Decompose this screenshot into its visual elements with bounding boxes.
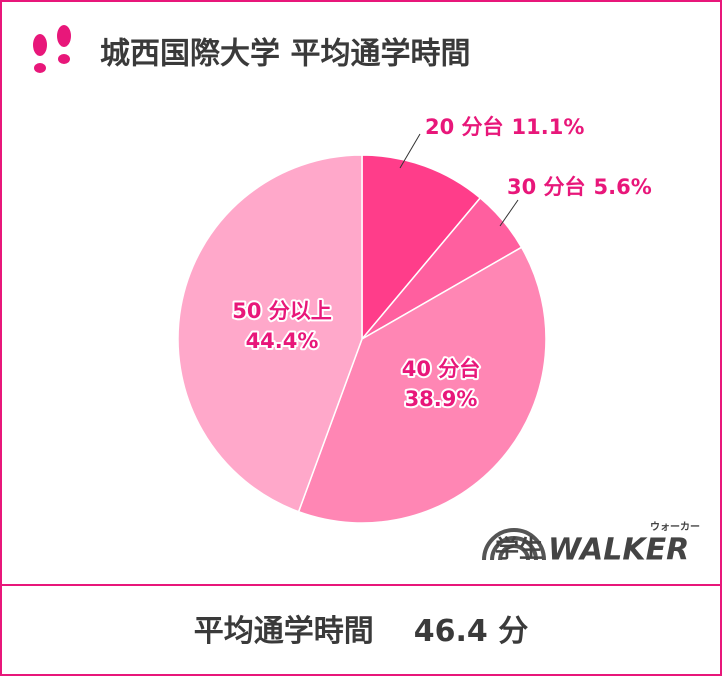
pie-slice <box>297 246 547 524</box>
pie-slice <box>177 154 363 513</box>
footsteps-icon <box>33 25 71 73</box>
category-label: 20 分台 <box>425 115 504 139</box>
value-label: 44.4% <box>246 329 319 353</box>
footer-value: 46.4 分 <box>414 614 528 649</box>
category-label: 30 分台 <box>507 175 586 199</box>
value-label: 5.6% <box>594 175 652 199</box>
logo-brand: WALKER <box>548 533 689 568</box>
leader-line <box>499 199 519 227</box>
footer-label: 平均通学時間 <box>194 614 374 649</box>
category-label: 50 分以上 <box>232 299 332 323</box>
footer: 平均通学時間 46.4 分 <box>194 614 528 649</box>
logo-text: 学生 <box>495 535 543 563</box>
value-label: 38.9% <box>405 387 478 411</box>
category-label: 40 分台 <box>402 357 481 381</box>
slice-label: 30 分台 5.6% <box>507 175 652 199</box>
leader-line <box>399 133 421 169</box>
logo: 学生 WALKER ウォーカー <box>482 521 700 568</box>
chart-title: 城西国際大学 平均通学時間 <box>100 37 470 72</box>
pie-slice <box>361 154 482 342</box>
slice-label: 20 分台 11.1% <box>425 115 584 139</box>
value-label: 11.1% <box>512 115 585 139</box>
logo-reading: ウォーカー <box>650 521 700 533</box>
